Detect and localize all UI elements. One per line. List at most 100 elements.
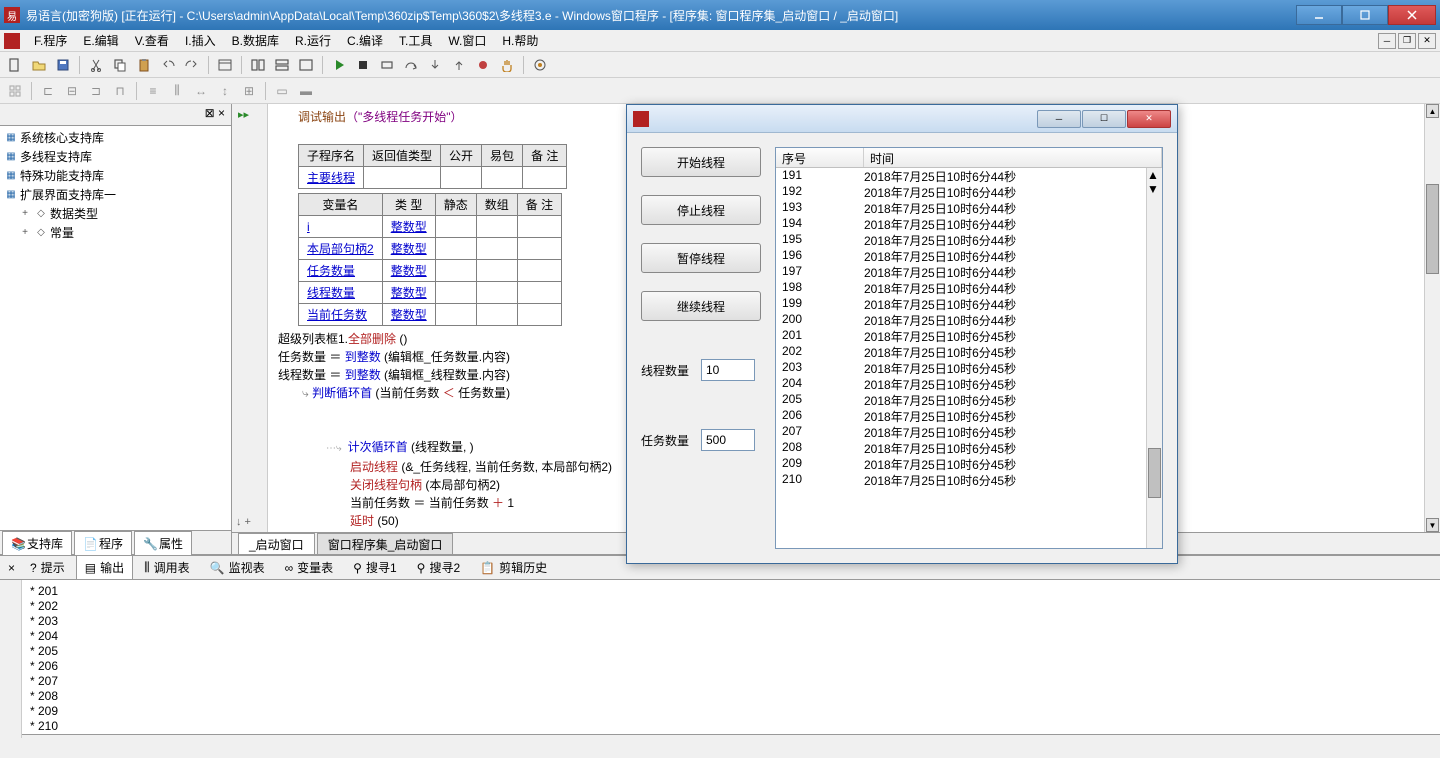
tab-output[interactable]: ▤输出 [76,555,133,580]
stop-thread-button[interactable]: 停止线程 [641,195,761,225]
editor-tab-window-module[interactable]: 窗口程序集_启动窗口 [317,533,454,554]
menu-database[interactable]: B.数据库 [224,30,287,51]
sidebar-close-icon[interactable]: ⊠ × [199,104,231,125]
mdi-minimize[interactable]: ─ [1378,33,1396,49]
new-icon[interactable] [4,54,26,76]
tab-search1[interactable]: ⚲搜寻1 [344,555,405,580]
runtime-titlebar[interactable]: ─ ☐ ✕ [627,105,1177,133]
config-icon[interactable] [529,54,551,76]
pause-thread-button[interactable]: 暂停线程 [641,243,761,273]
hand-icon[interactable] [496,54,518,76]
menu-compile[interactable]: C.编译 [339,30,391,51]
tab-support-lib[interactable]: 📚支持库 [2,531,72,555]
tab-variables[interactable]: ∞变量表 [276,555,343,580]
menu-help[interactable]: H.帮助 [494,30,546,51]
minimize-button[interactable] [1296,5,1342,25]
layout2-icon[interactable] [271,54,293,76]
runtime-maximize-button[interactable]: ☐ [1082,110,1126,128]
list-row[interactable]: 2032018年7月25日10时6分45秒 [776,360,1162,376]
scroll-up-icon[interactable]: ▲ [1426,104,1439,118]
list-row[interactable]: 1922018年7月25日10时6分44秒 [776,184,1162,200]
layout3-icon[interactable] [295,54,317,76]
list-row[interactable]: 1982018年7月25日10时6分44秒 [776,280,1162,296]
copy-icon[interactable] [109,54,131,76]
menu-edit[interactable]: E.编辑 [75,30,126,51]
list-row[interactable]: 2022018年7月25日10时6分45秒 [776,344,1162,360]
runtime-close-button[interactable]: ✕ [1127,110,1171,128]
list-row[interactable]: 1912018年7月25日10时6分44秒 [776,168,1162,184]
list-row[interactable]: 1972018年7月25日10时6分44秒 [776,264,1162,280]
step-into-icon[interactable] [424,54,446,76]
runtime-list-scrollbar[interactable]: ▲ ▼ [1146,168,1162,548]
list-row[interactable]: 2052018年7月25日10时6分45秒 [776,392,1162,408]
start-thread-button[interactable]: 开始线程 [641,147,761,177]
output-close-icon[interactable]: × [4,561,19,575]
paste-icon[interactable] [133,54,155,76]
scroll-down-icon[interactable]: ▼ [1426,518,1439,532]
undo-icon[interactable] [157,54,179,76]
list-row[interactable]: 2102018年7月25日10时6分45秒 [776,472,1162,488]
scroll-thumb[interactable] [1426,184,1439,274]
menu-program[interactable]: F.程序 [26,30,75,51]
list-row[interactable]: 2082018年7月25日10时6分45秒 [776,440,1162,456]
tab-hints[interactable]: ?提示 [21,555,74,580]
layout1-icon[interactable] [247,54,269,76]
list-row[interactable]: 2002018年7月25日10时6分44秒 [776,312,1162,328]
menu-view[interactable]: V.查看 [127,30,177,51]
tree-item[interactable]: ▦多线程支持库 [2,147,229,166]
list-row[interactable]: 2092018年7月25日10时6分45秒 [776,456,1162,472]
list-header-index[interactable]: 序号 [776,148,864,167]
mdi-restore[interactable]: ❐ [1398,33,1416,49]
step-icon[interactable] [376,54,398,76]
list-row[interactable]: 2062018年7月25日10时6分45秒 [776,408,1162,424]
tab-search2[interactable]: ⚲搜寻2 [408,555,469,580]
menu-window[interactable]: W.窗口 [440,30,494,51]
cut-icon[interactable] [85,54,107,76]
tree-item[interactable]: +◇数据类型 [2,204,229,223]
same-width-icon: ↔ [190,80,212,102]
tree-item[interactable]: +◇常量 [2,223,229,242]
list-row[interactable]: 2042018年7月25日10时6分45秒 [776,376,1162,392]
tab-watch[interactable]: 🔍监视表 [201,555,274,580]
task-count-input[interactable] [701,429,755,451]
run-icon[interactable] [328,54,350,76]
resume-thread-button[interactable]: 继续线程 [641,291,761,321]
step-out-icon[interactable] [448,54,470,76]
thread-count-input[interactable] [701,359,755,381]
save-icon[interactable] [52,54,74,76]
list-row[interactable]: 1992018年7月25日10时6分44秒 [776,296,1162,312]
menu-tools[interactable]: T.工具 [391,30,440,51]
runtime-window[interactable]: ─ ☐ ✕ 开始线程 停止线程 暂停线程 继续线程 线程数量 任务数量 序号 时… [626,104,1178,564]
tree-item[interactable]: ▦系统核心支持库 [2,128,229,147]
mdi-close[interactable]: ✕ [1418,33,1436,49]
tab-program[interactable]: 📄程序 [74,531,132,555]
editor-tab-startup-window[interactable]: _启动窗口 [238,533,315,554]
list-row[interactable]: 1942018年7月25日10时6分44秒 [776,216,1162,232]
list-header-time[interactable]: 时间 [864,148,1162,167]
tree-item[interactable]: ▦特殊功能支持库 [2,166,229,185]
list-row[interactable]: 2072018年7月25日10时6分45秒 [776,424,1162,440]
tab-properties[interactable]: 🔧属性 [134,531,192,555]
breakpoint-icon[interactable] [472,54,494,76]
form-icon[interactable] [214,54,236,76]
tab-clipboard-history[interactable]: 📋剪辑历史 [471,555,556,580]
tab-callstack[interactable]: ⫼调用表 [135,555,199,580]
tree-item[interactable]: ▦扩展界面支持库一 [2,185,229,204]
stop-icon[interactable] [352,54,374,76]
list-row[interactable]: 2012018年7月25日10时6分45秒 [776,328,1162,344]
open-icon[interactable] [28,54,50,76]
menu-run[interactable]: R.运行 [287,30,339,51]
list-row[interactable]: 1962018年7月25日10时6分44秒 [776,248,1162,264]
list-row[interactable]: 1952018年7月25日10时6分44秒 [776,232,1162,248]
runtime-minimize-button[interactable]: ─ [1037,110,1081,128]
menu-insert[interactable]: I.插入 [177,30,224,51]
editor-scrollbar[interactable]: ▲ ▼ [1424,104,1440,532]
redo-icon[interactable] [181,54,203,76]
runtime-listview[interactable]: 序号 时间 ▲ ▼ 1912018年7月25日10时6分44秒1922018年7… [775,147,1163,549]
step-over-icon[interactable] [400,54,422,76]
maximize-button[interactable] [1342,5,1388,25]
close-button[interactable] [1388,5,1436,25]
output-content[interactable]: * 201* 202* 203* 204* 205* 206* 207* 208… [22,580,1440,738]
library-tree[interactable]: ▦系统核心支持库▦多线程支持库▦特殊功能支持库▦扩展界面支持库一+◇数据类型+◇… [0,126,231,530]
list-row[interactable]: 1932018年7月25日10时6分44秒 [776,200,1162,216]
